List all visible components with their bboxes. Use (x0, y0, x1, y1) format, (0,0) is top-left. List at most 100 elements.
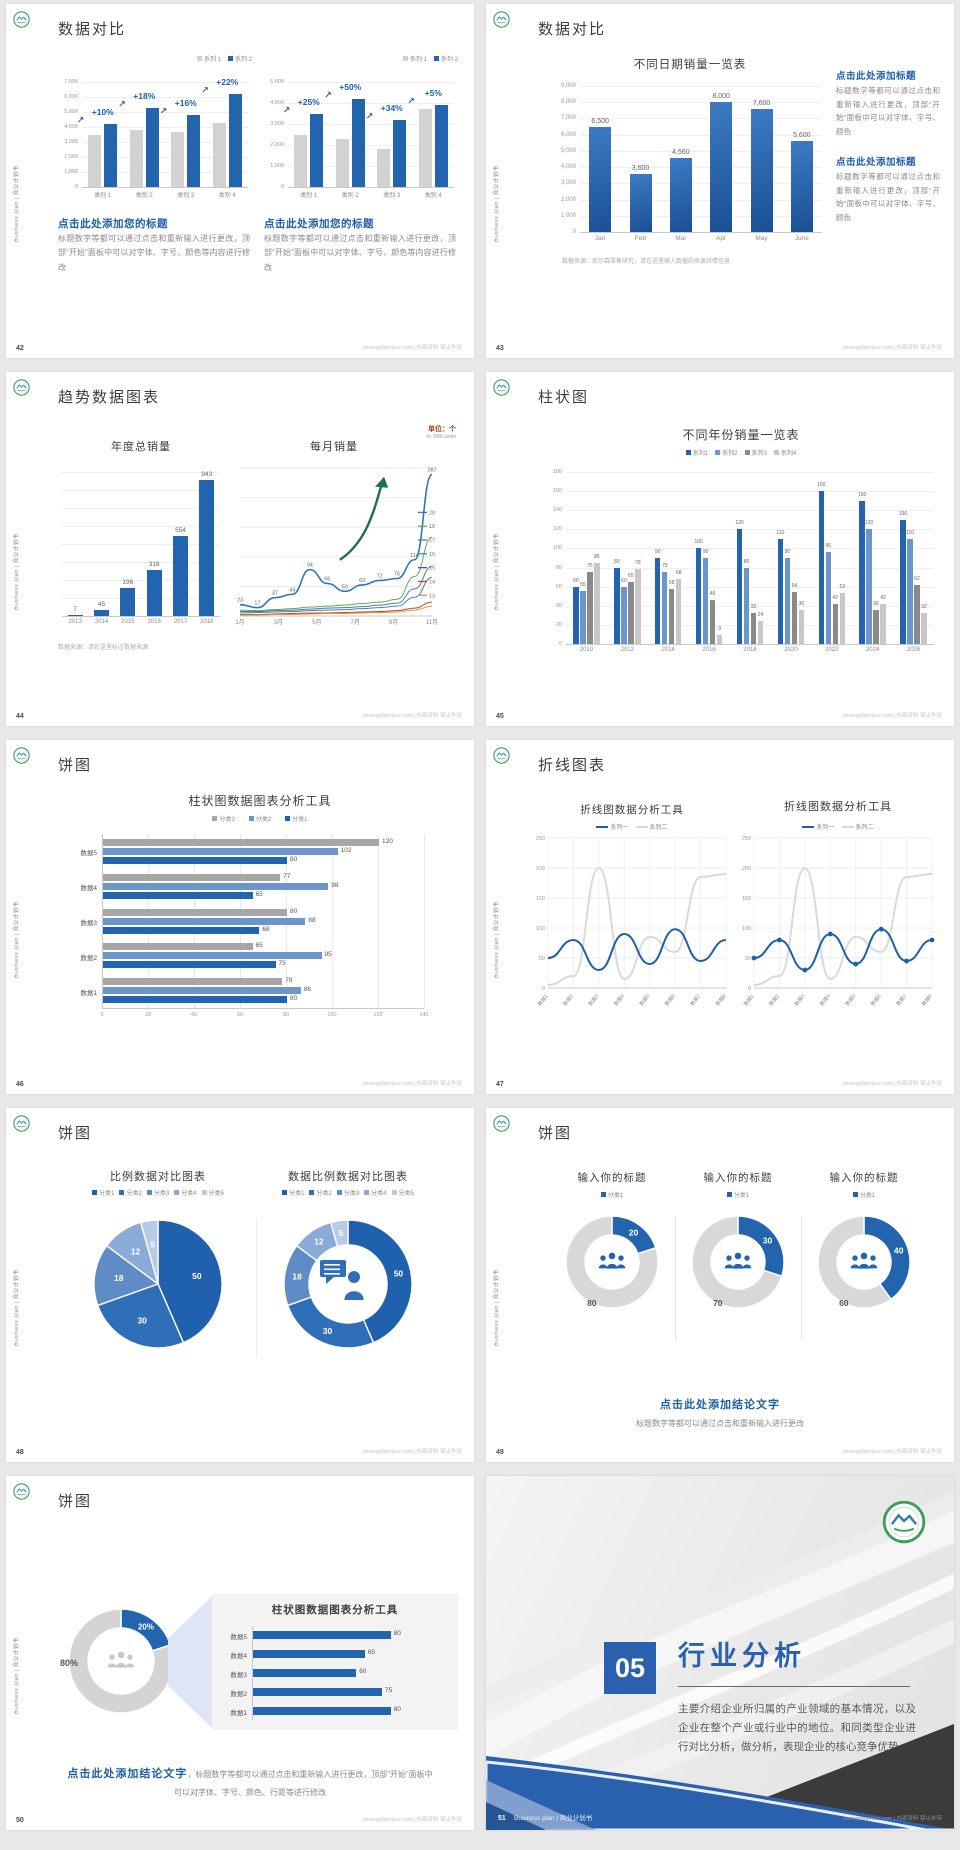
legend-swatch (201, 1190, 207, 1195)
chart-legend: 系列1 系列2 系列3 系列4 (546, 448, 936, 457)
sidebar-vertical-text: Business plan | 商业计划书 (14, 1637, 20, 1714)
slide-title: 趋势数据图表 (58, 389, 161, 406)
svg-text:数据6: 数据6 (663, 993, 677, 1008)
legend-swatch (773, 450, 779, 455)
legend-label: 系列4 (780, 451, 797, 457)
svg-text:200: 200 (742, 866, 751, 872)
legend-swatch (248, 816, 254, 821)
chart-title: 折线图数据分析工具 (784, 801, 892, 813)
svg-text:20%: 20% (138, 1623, 154, 1632)
page-number: 51 (498, 1815, 506, 1822)
svg-text:94: 94 (307, 563, 313, 569)
brand-logo-icon (493, 379, 510, 396)
grouped-bar-chart: 7,000 6,000 5,000 4,000 3,000 2,000 1,000 0 类别 1… (56, 66, 252, 200)
chart-legend: 分类1 (682, 1190, 794, 1199)
svg-text:5月: 5月 (312, 619, 321, 626)
legend-swatch (685, 450, 691, 455)
page-number: 45 (496, 713, 504, 720)
svg-text:72: 72 (377, 573, 383, 579)
section-body: 主要介绍企业所归属的产业领域的基本情况，以及企业在整个产业或行业中的地位。和同类… (678, 1703, 916, 1753)
svg-text:12: 12 (131, 1246, 141, 1256)
svg-text:30: 30 (323, 1326, 333, 1336)
svg-text:15: 15 (429, 566, 435, 572)
legend-label: 分类2 (255, 817, 272, 823)
legend-label: 分类1 (99, 1191, 115, 1197)
svg-text:37: 37 (272, 591, 278, 597)
chart-title: 柱状图数据图表分析工具 (188, 794, 332, 808)
svg-text:60: 60 (839, 1298, 849, 1308)
svg-text:40: 40 (894, 1246, 904, 1256)
brand-logo-icon (13, 1483, 30, 1500)
footer-url: www.pptgenius.com | 内部资料 禁止外传 (363, 1081, 462, 1087)
svg-text:数据8: 数据8 (714, 993, 728, 1008)
legend-label: 系列2 (722, 451, 738, 457)
legend-label: 系列一 (816, 825, 835, 831)
section-number: 05 (604, 1642, 656, 1694)
svg-text:23: 23 (237, 598, 243, 604)
legend-label: 分类4 (371, 1191, 387, 1197)
divider (675, 1216, 676, 1340)
chart-title: 年度总销量 (111, 441, 171, 453)
grouped-bar-chart: 5,000 4,000 3,000 2,000 1,000 0 类别 1 +25% ↗ 类别 2 +… (262, 66, 458, 200)
svg-text:18: 18 (114, 1273, 124, 1283)
slide-50: Business plan | 商业计划书 饼图 20% 80% 柱状图数据图表分… (6, 1476, 474, 1830)
legend-swatch (744, 450, 750, 455)
svg-text:100: 100 (742, 926, 751, 932)
svg-text:12: 12 (314, 1237, 324, 1247)
slide-title: 数据对比 (538, 21, 607, 38)
slide-43: Business plan | 商业计划书 数据对比 不同日期销量一览表 9,0… (486, 4, 954, 358)
chart-title: 比例数据对比图表 (110, 1171, 206, 1183)
footer-url: www.pptgenius.com | 内部资料 禁止外传 (843, 1816, 942, 1822)
divider (801, 1216, 802, 1340)
legend-label: 分类1 (292, 817, 308, 823)
svg-text:11月: 11月 (426, 619, 438, 626)
pie-chart: 50 30 18 12 5 (78, 1202, 238, 1372)
horizontal-bar-chart: 0 20 40 60 80 100 120 140 数据5 120 102 80 数据4 77 98 65 数据… (66, 828, 454, 1028)
svg-text:数据4: 数据4 (818, 993, 832, 1008)
svg-text:数据1: 数据1 (536, 993, 550, 1008)
line-chart: 250 200 150 100 50 0 数据1 数据2 数据3 数据4 数据5 数据6 数据7 数据8 (736, 834, 938, 1016)
legend-label: 系列二 (649, 825, 668, 831)
legend-label: 系列 1 (409, 57, 427, 63)
slide-title: 饼图 (58, 1493, 93, 1510)
chart-legend: 系列 1 系列 2 (362, 54, 458, 63)
sidebar-vertical-text: Business plan | 商业计划书 (14, 901, 20, 978)
brand-logo-icon (13, 11, 30, 28)
footer-url: www.pptgenius.com | 内部资料 禁止外传 (843, 1449, 942, 1455)
chart-legend: 分类1 (556, 1190, 668, 1199)
page-number: 47 (496, 1081, 504, 1088)
svg-text:14: 14 (429, 579, 435, 585)
svg-text:数据5: 数据5 (844, 993, 858, 1008)
legend-swatch (285, 816, 291, 821)
legend-swatch (212, 816, 218, 821)
legend-label: 分类1 (607, 1193, 624, 1199)
grouped-bar-chart: 180 160 140 120 100 80 60 40 20 0 2010 60 55 75 85 2012… (544, 462, 938, 658)
conclusion-body: ，标题数字等都可以通过点击和重新输入进行更改，顶部“开始”面板中可以对字体、字号… (174, 1770, 433, 1797)
donut-chart: 50 30 18 12 5 (268, 1202, 428, 1372)
svg-text:数据3: 数据3 (793, 993, 807, 1008)
svg-text:80: 80 (587, 1298, 597, 1308)
svg-text:数据6: 数据6 (869, 993, 883, 1008)
unit-note: 单位：个 in '000 units (427, 424, 456, 440)
legend-label: 系列 1 (203, 57, 221, 63)
legend-label: 分类2 (126, 1191, 142, 1197)
svg-text:30: 30 (137, 1315, 147, 1325)
footer-url: www.pptgenius.com | 内部资料 禁止外传 (363, 1817, 462, 1823)
slide-51: 05 行业分析 主要介绍企业所归属的产业领域的基本情况，以及企业在整个产业或行业… (486, 1476, 954, 1830)
sidebar-vertical-text: Business plan | 商业计划书 (494, 901, 500, 978)
sidebar-vertical-text: Business plan | 商业计划书 (14, 1269, 20, 1346)
chart-footnote: 数据来源：尼尔森零售研究，请在这里输入数据的来源详情信息 (562, 259, 731, 265)
legend-swatch (391, 1190, 397, 1195)
slide-title: 柱状图 (538, 389, 590, 406)
svg-text:3月: 3月 (274, 619, 283, 626)
donut-chart: 30 70 (683, 1204, 793, 1320)
brand-logo-icon (13, 1115, 30, 1132)
horizontal-bar-chart: 数据5 80 数据4 65 数据3 60 数据2 75 数据1 80 (222, 1624, 448, 1724)
slide-47: Business plan | 商业计划书 折线图表 折线图数据分析工具 系列一… (486, 740, 954, 1094)
chart-legend: 分类3 分类2 分类1 (70, 814, 450, 823)
svg-text:数据2: 数据2 (768, 993, 782, 1008)
legend-label: 系列3 (751, 451, 767, 457)
svg-text:数据8: 数据8 (920, 993, 934, 1008)
svg-text:100: 100 (536, 926, 545, 932)
svg-text:数据4: 数据4 (612, 993, 626, 1008)
